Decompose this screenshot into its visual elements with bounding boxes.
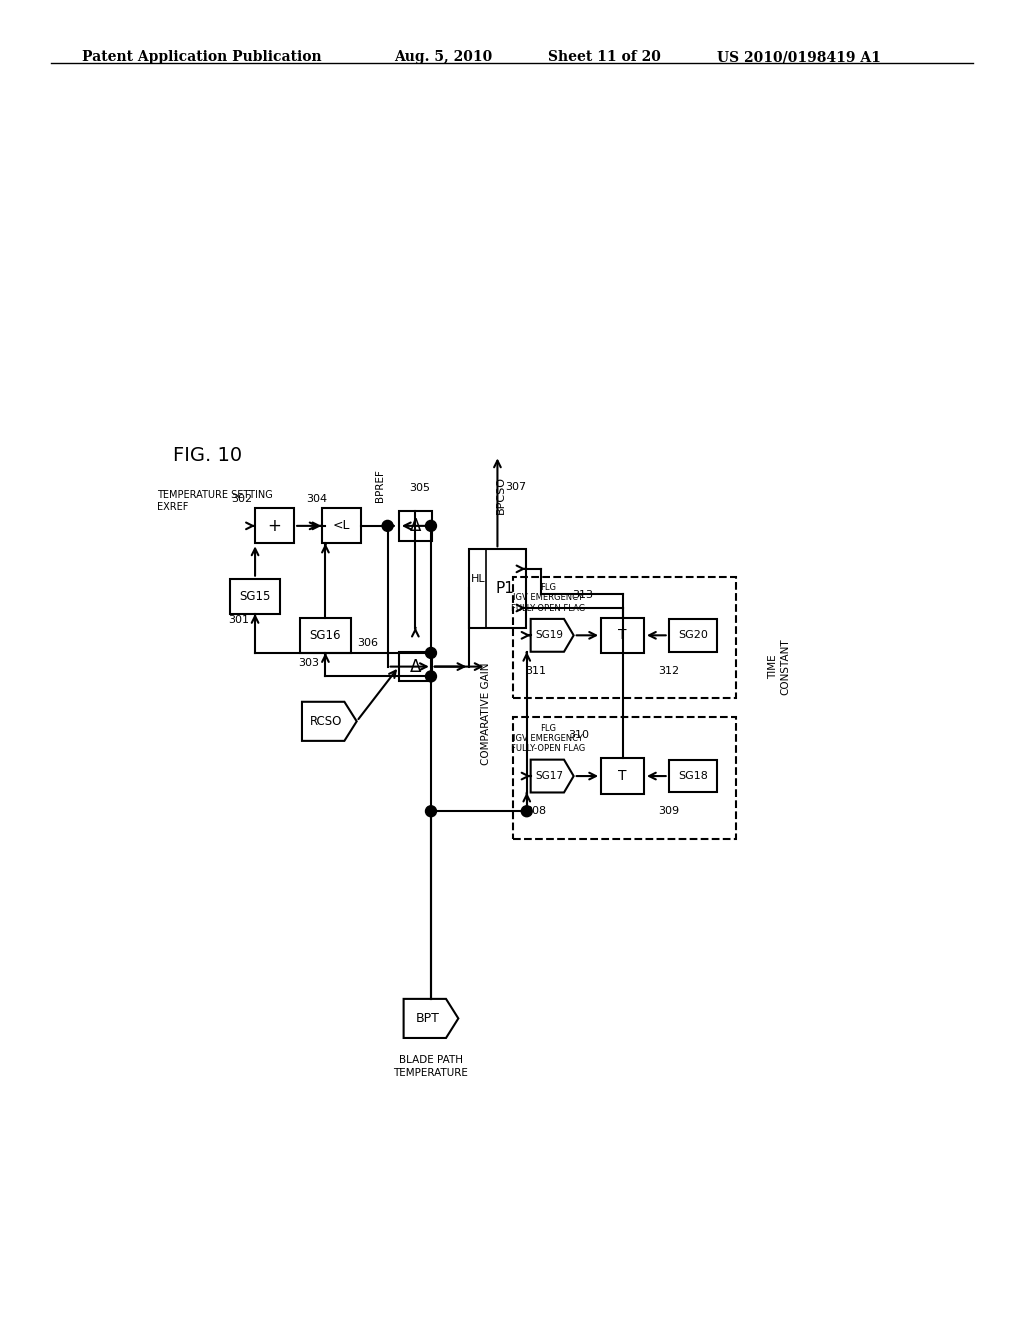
- Text: 312: 312: [657, 665, 679, 676]
- Bar: [399, 652, 432, 681]
- Text: Δ: Δ: [410, 657, 421, 676]
- Circle shape: [426, 647, 436, 659]
- Text: 310: 310: [567, 730, 589, 741]
- Text: Δ: Δ: [410, 517, 421, 535]
- Bar: [399, 511, 432, 541]
- Text: <L: <L: [333, 519, 350, 532]
- Text: FLG
IGV EMERGENCY
FULLY-OPEN FLAG: FLG IGV EMERGENCY FULLY-OPEN FLAG: [511, 583, 586, 612]
- Text: Patent Application Publication: Patent Application Publication: [82, 50, 322, 65]
- Bar: [229, 578, 281, 614]
- Text: BPT: BPT: [416, 1012, 439, 1024]
- Bar: [513, 718, 736, 838]
- Text: TIME
CONSTANT: TIME CONSTANT: [768, 639, 791, 694]
- Bar: [513, 577, 736, 698]
- Text: BPREF: BPREF: [375, 470, 385, 503]
- Text: SG17: SG17: [535, 771, 563, 781]
- Text: SG16: SG16: [309, 628, 341, 642]
- Text: 303: 303: [298, 657, 319, 668]
- Bar: [469, 549, 525, 627]
- Text: BPCSO: BPCSO: [497, 475, 506, 513]
- Text: 311: 311: [524, 665, 546, 676]
- Text: US 2010/0198419 A1: US 2010/0198419 A1: [717, 50, 881, 65]
- Text: SG18: SG18: [678, 771, 708, 781]
- Bar: [300, 618, 351, 653]
- Text: 301: 301: [227, 615, 249, 624]
- Text: 304: 304: [306, 494, 327, 503]
- Text: TEMPERATURE SETTING
EXREF: TEMPERATURE SETTING EXREF: [158, 490, 273, 512]
- Bar: [601, 759, 644, 793]
- Text: T: T: [618, 770, 627, 783]
- Bar: [322, 508, 360, 544]
- Text: RCSO: RCSO: [310, 715, 342, 727]
- Text: SG15: SG15: [240, 590, 270, 603]
- Text: BLADE PATH
TEMPERATURE: BLADE PATH TEMPERATURE: [393, 1055, 468, 1077]
- Text: SG19: SG19: [535, 631, 563, 640]
- Circle shape: [521, 805, 532, 817]
- Text: SG20: SG20: [678, 631, 708, 640]
- Text: FIG. 10: FIG. 10: [173, 446, 242, 465]
- Bar: [669, 619, 717, 652]
- Text: 302: 302: [231, 494, 253, 503]
- Text: 309: 309: [657, 807, 679, 816]
- Text: 308: 308: [524, 807, 546, 816]
- Bar: [255, 508, 294, 544]
- Text: P1: P1: [496, 581, 515, 595]
- Text: 306: 306: [356, 638, 378, 648]
- Text: 313: 313: [571, 590, 593, 599]
- Text: 307: 307: [505, 482, 526, 492]
- Text: Sheet 11 of 20: Sheet 11 of 20: [548, 50, 660, 65]
- Circle shape: [426, 805, 436, 817]
- Text: +: +: [267, 517, 282, 535]
- Text: COMPARATIVE GAIN: COMPARATIVE GAIN: [480, 663, 490, 764]
- Text: FLG
IGV EMERGENCY
FULLY-OPEN FLAG: FLG IGV EMERGENCY FULLY-OPEN FLAG: [511, 723, 586, 754]
- Bar: [601, 618, 644, 653]
- Circle shape: [382, 520, 393, 532]
- Text: HL: HL: [471, 574, 485, 583]
- Circle shape: [426, 520, 436, 532]
- Bar: [669, 759, 717, 792]
- Text: T: T: [618, 628, 627, 643]
- Text: 305: 305: [409, 483, 430, 494]
- Text: Aug. 5, 2010: Aug. 5, 2010: [394, 50, 493, 65]
- Circle shape: [426, 671, 436, 682]
